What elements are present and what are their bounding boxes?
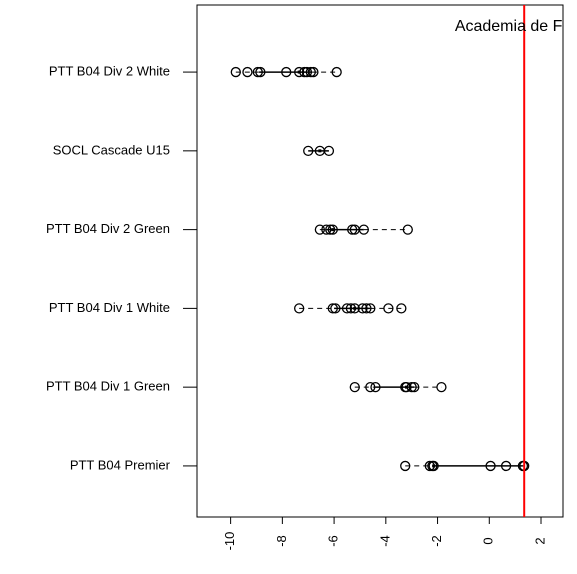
point — [485, 460, 496, 472]
x-tick-label: -8 — [274, 535, 289, 547]
point — [230, 66, 241, 78]
point — [345, 303, 357, 314]
point — [252, 66, 263, 78]
point — [349, 303, 360, 314]
point — [436, 382, 447, 393]
point — [500, 460, 512, 472]
point — [301, 66, 313, 78]
point — [365, 382, 376, 393]
point — [401, 382, 412, 393]
x-tick-label: -10 — [222, 532, 237, 551]
x-tick-label: 2 — [532, 537, 547, 544]
point — [303, 145, 314, 156]
point — [396, 303, 407, 314]
plot-frame — [196, 4, 564, 518]
point — [281, 66, 292, 78]
point — [409, 382, 420, 393]
x-tick-label: -4 — [377, 535, 392, 547]
point — [255, 66, 266, 78]
y-tick-label: PTT B04 Div 1 White — [49, 300, 170, 315]
y-tick-label: SOCL Cascade U15 — [53, 142, 170, 157]
x-tick-label: -2 — [429, 535, 444, 547]
x-tick-label: -6 — [326, 535, 341, 547]
point — [330, 303, 341, 314]
y-tick-label: PTT B04 Div 1 Green — [46, 379, 170, 394]
annotation-group: Academia de Futeb — [455, 18, 577, 35]
point — [314, 224, 326, 235]
x-tick-label: 0 — [481, 537, 496, 544]
point — [305, 66, 316, 78]
point — [400, 460, 411, 472]
annotation-label: Academia de Futeb — [455, 18, 577, 35]
point — [294, 66, 305, 78]
point — [406, 382, 417, 393]
point — [358, 224, 369, 235]
point — [242, 66, 253, 78]
point — [349, 382, 360, 393]
point — [428, 460, 439, 472]
point — [327, 224, 338, 235]
point — [402, 224, 413, 235]
point — [321, 224, 332, 235]
point — [383, 303, 394, 314]
point — [424, 460, 435, 472]
y-tick-label: PTT B04 Premier — [70, 457, 171, 472]
point — [357, 303, 368, 314]
point — [294, 303, 305, 314]
y-tick-label: PTT B04 Div 2 White — [49, 64, 170, 79]
point — [361, 303, 372, 314]
point — [323, 145, 335, 156]
point — [325, 224, 336, 235]
point — [331, 66, 342, 78]
point — [347, 224, 358, 235]
point — [308, 66, 319, 78]
point — [370, 382, 381, 393]
y-tick-label: PTT B04 Div 2 Green — [46, 221, 170, 236]
point — [341, 303, 353, 314]
point — [327, 303, 338, 314]
point — [365, 303, 376, 314]
